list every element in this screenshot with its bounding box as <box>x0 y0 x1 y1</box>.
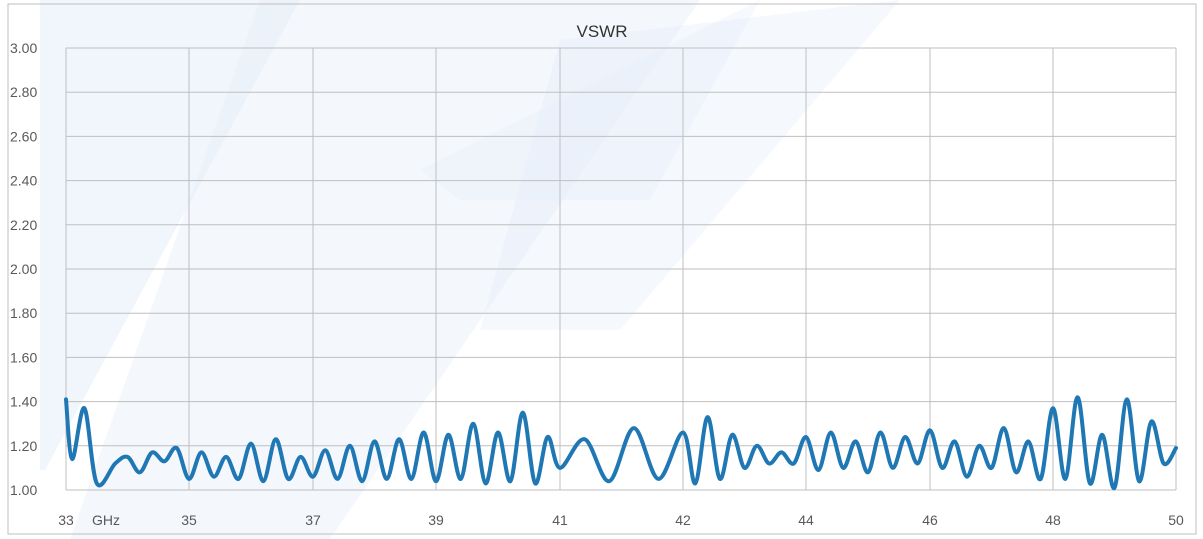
x-tick-label: 35 <box>181 512 197 528</box>
y-tick-label: 1.60 <box>10 349 37 365</box>
x-tick-label: 48 <box>1045 512 1061 528</box>
x-unit-label: GHz <box>92 512 120 528</box>
watermark-logo <box>40 0 900 539</box>
y-tick-label: 2.00 <box>10 261 37 277</box>
x-tick-label: 46 <box>922 512 938 528</box>
x-tick-label: 44 <box>798 512 814 528</box>
x-tick-label: 41 <box>552 512 568 528</box>
y-tick-label: 1.20 <box>10 438 37 454</box>
plot-area <box>64 395 1178 490</box>
x-tick-label: 37 <box>305 512 321 528</box>
chart-border <box>7 3 1197 535</box>
x-axis: 33 35 37 39 41 42 44 46 48 50 GHz <box>58 512 1184 528</box>
y-tick-label: 1.80 <box>10 305 37 321</box>
y-tick-label: 2.60 <box>10 128 37 144</box>
y-tick-label: 1.40 <box>10 394 37 410</box>
x-tick-label: 39 <box>428 512 444 528</box>
y-tick-label: 2.40 <box>10 173 37 189</box>
x-tick-label: 33 <box>58 512 74 528</box>
y-tick-label: 3.00 <box>10 40 37 56</box>
y-tick-label: 2.80 <box>10 84 37 100</box>
y-axis: 1.00 1.20 1.40 1.60 1.80 2.00 2.20 2.40 2.60 2.80… <box>10 40 37 498</box>
chart-title: VSWR <box>577 22 628 41</box>
y-tick-label: 1.00 <box>10 482 37 498</box>
x-tick-label: 50 <box>1168 512 1184 528</box>
grid <box>65 47 1177 491</box>
x-tick-label: 42 <box>675 512 691 528</box>
y-tick-label: 2.20 <box>10 217 37 233</box>
